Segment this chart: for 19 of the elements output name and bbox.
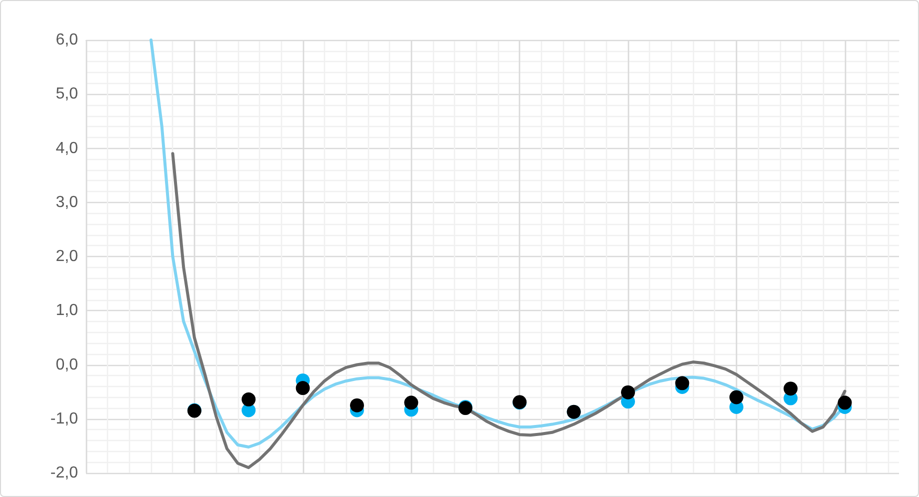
y-tick-label: 2,0 — [56, 248, 78, 265]
point — [675, 376, 690, 390]
y-tick-label: -2,0 — [50, 464, 78, 482]
point — [242, 392, 256, 406]
point — [838, 396, 852, 410]
point — [621, 385, 635, 400]
y-tick-label: 4,0 — [56, 140, 78, 157]
y-tick-label: 5,0 — [56, 86, 78, 103]
point — [296, 381, 310, 396]
y-tick-label: 3,0 — [56, 194, 78, 211]
point — [404, 396, 418, 410]
line-series — [171, 152, 846, 470]
y-tick-label: 0,0 — [56, 356, 78, 374]
point — [729, 390, 744, 404]
point — [350, 398, 364, 412]
y-tick-label: 6,0 — [56, 32, 78, 48]
y-tick-label: -1,0 — [50, 410, 78, 428]
y-tick-label: 1,0 — [56, 302, 78, 320]
point — [784, 382, 798, 396]
